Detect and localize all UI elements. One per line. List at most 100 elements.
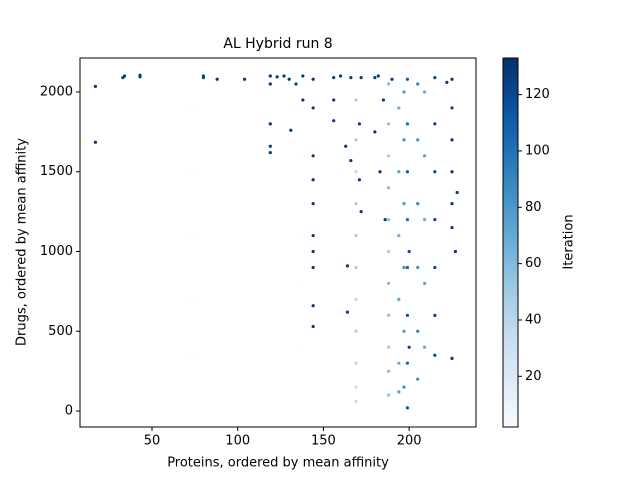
point <box>402 265 406 270</box>
point <box>402 90 406 94</box>
point <box>301 233 305 238</box>
point <box>268 122 272 126</box>
point <box>294 82 298 86</box>
point <box>332 119 336 123</box>
point <box>397 106 401 110</box>
point <box>301 281 305 286</box>
point <box>397 361 401 365</box>
point <box>311 77 315 81</box>
point <box>201 76 206 80</box>
point <box>386 369 391 373</box>
point <box>405 122 410 126</box>
point <box>383 218 387 222</box>
point <box>386 218 391 222</box>
point <box>354 385 358 389</box>
point <box>311 202 315 206</box>
point <box>386 154 391 158</box>
point <box>376 74 380 78</box>
point <box>311 178 315 182</box>
point <box>332 98 336 102</box>
point <box>416 82 420 86</box>
colorbar-tick-label: 120 <box>525 87 550 102</box>
point <box>450 77 454 81</box>
point <box>405 265 410 270</box>
point <box>390 77 394 81</box>
point <box>311 249 315 254</box>
point <box>268 74 272 78</box>
point <box>386 82 391 86</box>
point <box>311 106 315 110</box>
y-tick-label: 500 <box>48 324 73 339</box>
point <box>357 178 362 182</box>
y-tick-label: 0 <box>65 404 73 419</box>
point <box>344 144 348 148</box>
point <box>445 80 449 85</box>
x-tick-label: 200 <box>397 434 422 449</box>
point <box>354 265 358 270</box>
point <box>407 345 411 349</box>
point <box>268 82 272 86</box>
y-tick-label: 1500 <box>40 164 73 179</box>
colorbar-label: Iteration <box>562 214 577 269</box>
point <box>386 249 391 254</box>
point <box>338 74 343 78</box>
point <box>402 202 406 206</box>
point <box>354 233 358 238</box>
point <box>405 218 410 222</box>
point <box>450 170 454 174</box>
point <box>455 190 459 195</box>
point <box>287 77 291 81</box>
point <box>381 98 386 102</box>
y-axis-label: Drugs, ordered by mean affinity <box>15 138 30 346</box>
point <box>422 154 427 158</box>
point <box>450 356 454 361</box>
point <box>354 329 358 333</box>
point <box>282 74 286 78</box>
point <box>354 170 358 174</box>
point <box>433 353 437 357</box>
point <box>422 281 427 286</box>
point <box>402 385 406 389</box>
point <box>354 138 358 142</box>
point <box>405 406 410 410</box>
x-axis-label: Proteins, ordered by mean affinity <box>167 456 389 471</box>
point <box>354 399 358 404</box>
point <box>386 393 391 397</box>
point <box>349 158 353 163</box>
point <box>433 313 437 317</box>
point <box>349 76 353 80</box>
point <box>359 76 363 80</box>
point <box>453 249 458 254</box>
point <box>433 265 437 270</box>
point <box>359 210 363 214</box>
colorbar-tick-label: 80 <box>525 200 542 215</box>
point <box>354 202 358 206</box>
point <box>242 77 247 81</box>
point <box>215 77 219 81</box>
x-tick-label: 100 <box>225 434 250 449</box>
point <box>433 218 437 222</box>
point <box>357 122 362 126</box>
point <box>450 106 454 110</box>
point <box>311 154 315 158</box>
point <box>386 345 391 349</box>
point <box>268 144 272 148</box>
plot-frame <box>79 57 477 428</box>
point <box>416 202 420 206</box>
point <box>378 170 382 174</box>
colorbar-tick-label: 20 <box>525 369 542 384</box>
point <box>345 264 350 268</box>
y-tick-label: 1000 <box>40 244 73 259</box>
point <box>354 297 358 301</box>
colorbar-tick-label: 60 <box>525 256 542 271</box>
point <box>433 170 437 174</box>
point <box>189 106 194 110</box>
point <box>405 170 410 174</box>
point <box>311 304 315 308</box>
point <box>386 313 391 317</box>
point <box>386 186 391 190</box>
point <box>301 154 305 158</box>
colorbar <box>502 57 519 428</box>
colorbar-tick-label: 100 <box>525 143 550 158</box>
